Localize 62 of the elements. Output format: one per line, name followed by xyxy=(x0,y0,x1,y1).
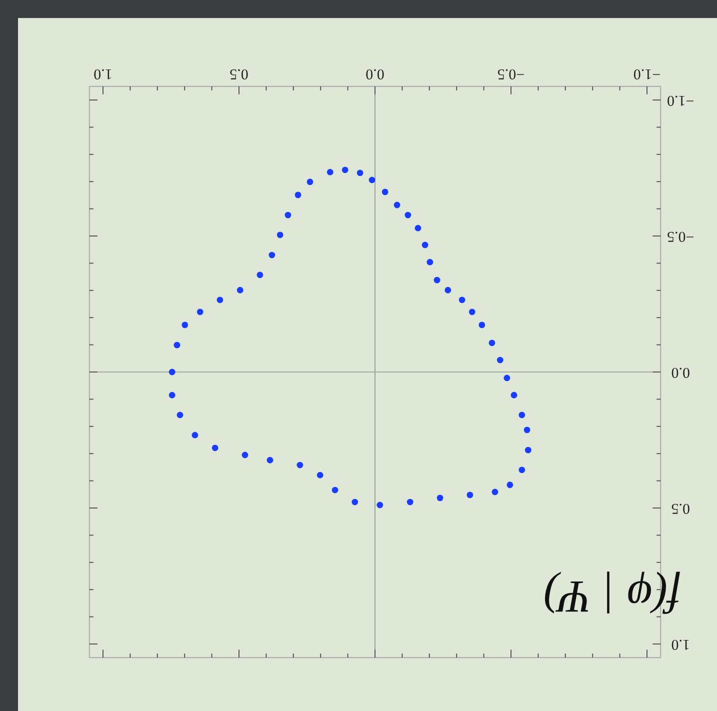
point xyxy=(434,276,440,284)
point xyxy=(504,374,510,382)
x-tick-label: −0.5 xyxy=(497,65,525,82)
point xyxy=(182,322,188,328)
point xyxy=(368,176,376,184)
point xyxy=(404,212,412,218)
point xyxy=(406,498,414,506)
point xyxy=(168,392,176,398)
point xyxy=(268,252,276,258)
point xyxy=(444,286,452,294)
point xyxy=(168,368,176,376)
point xyxy=(466,492,474,498)
y-tick-label: 0.5 xyxy=(671,500,690,516)
point xyxy=(414,224,422,232)
point xyxy=(468,308,476,316)
point xyxy=(192,432,198,438)
point xyxy=(196,308,204,316)
point xyxy=(296,462,304,468)
point xyxy=(326,168,334,176)
y-tick-label: 0.0 xyxy=(671,364,690,380)
point xyxy=(236,286,244,294)
point xyxy=(242,452,248,458)
x-tick-label: 1.0 xyxy=(94,65,112,82)
point xyxy=(524,426,530,434)
point xyxy=(174,342,180,348)
y-tick-label: −0.5 xyxy=(666,228,694,244)
x-tick-label: 0.0 xyxy=(366,65,384,82)
point xyxy=(492,488,498,496)
point xyxy=(436,494,444,502)
point xyxy=(276,232,284,238)
point xyxy=(518,466,526,474)
point xyxy=(478,322,486,328)
point xyxy=(506,482,514,488)
point xyxy=(510,392,518,398)
point xyxy=(352,498,358,506)
point xyxy=(376,502,384,508)
point xyxy=(496,356,504,364)
y-tick-label: 1.0 xyxy=(671,636,690,652)
point xyxy=(342,166,348,174)
point xyxy=(356,170,364,176)
point xyxy=(332,486,338,494)
point xyxy=(216,296,224,304)
point xyxy=(524,446,532,454)
point xyxy=(256,272,264,278)
point xyxy=(518,412,526,418)
point xyxy=(382,188,388,196)
y-axis-title: f(φ | Ψ) xyxy=(544,572,680,622)
point xyxy=(284,212,292,218)
point xyxy=(316,472,324,478)
point xyxy=(212,444,218,452)
point xyxy=(294,192,302,198)
point xyxy=(488,340,496,346)
point xyxy=(422,242,428,248)
y-tick-label: −1.0 xyxy=(666,92,694,108)
point xyxy=(394,202,400,208)
x-tick-label: 0.5 xyxy=(230,65,248,82)
x-tick-label: −1.0 xyxy=(633,65,661,82)
point xyxy=(266,456,274,464)
point xyxy=(306,178,314,186)
point xyxy=(176,412,184,418)
point xyxy=(426,258,434,266)
point xyxy=(458,296,466,304)
